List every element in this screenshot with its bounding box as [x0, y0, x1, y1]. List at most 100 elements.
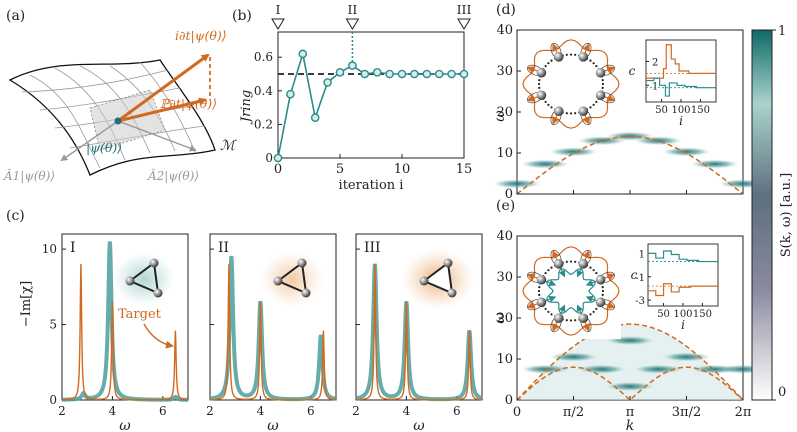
ring-dot [547, 310, 550, 313]
c-molecule-atom [149, 258, 159, 268]
c-xlabel: ω [119, 418, 131, 432]
b-point [286, 89, 295, 99]
ring-dot [601, 289, 605, 293]
ring-dot [565, 112, 568, 115]
heatmap-blob [549, 147, 598, 157]
c-molecule-triangle [422, 261, 454, 295]
ring-dot [592, 269, 595, 272]
inset-orange-line [648, 283, 718, 297]
c-ytick-label: 5 [49, 318, 57, 332]
inset-orange-line [646, 44, 716, 79]
ring-dot [544, 271, 547, 275]
heatmap-blob [549, 352, 598, 362]
arrow-A2 [117, 120, 197, 152]
ring-dot [601, 79, 604, 82]
inset-ytick-label: 1 [639, 249, 645, 260]
c-molecule-atom [153, 288, 163, 298]
ring-atom [536, 90, 547, 101]
ring-dot [565, 53, 568, 56]
inset-xtick-label: 50 [657, 309, 670, 320]
panel-e-ring-diagram [521, 243, 621, 339]
inset-teal-line [646, 77, 716, 97]
c-target-label: Target [118, 307, 162, 322]
heat-ytick-label: 30 [496, 270, 513, 285]
inset-teal-line [648, 250, 718, 263]
c-subpanel-II: 2 4 6 ω II [206, 233, 337, 432]
b-xtick-label: 0 [274, 162, 282, 177]
ring-atom [536, 297, 547, 308]
c-subpanel-name: II [218, 240, 229, 256]
panel-e-inset: 50 100 150 i c1 -1 -3 [631, 243, 719, 332]
ring-dot [565, 260, 568, 263]
panel-c-ylabel: −Im[χ] [19, 281, 34, 327]
c-molecule-triangle [276, 261, 308, 295]
c-xtick-label: 6 [159, 404, 167, 418]
panel-b-axes [277, 31, 465, 159]
c-molecule-atom [419, 276, 429, 286]
panel-d-inset: 50 100 150 i c 1 2 [629, 39, 717, 128]
ring-dot [538, 79, 541, 82]
heat-ytick-label: 10 [496, 146, 513, 161]
panel-e: (e) 0 10 20 30 40 0 π/2 π 3π/2 2π ω k 50 100 150 i c1… [492, 198, 767, 432]
heat-ytick-label: 20 [496, 311, 513, 326]
c-molecule-halo [114, 253, 174, 305]
heat-ytick-label: 0 [505, 393, 513, 408]
heatmap-blob [662, 352, 711, 362]
heatmap-blob [493, 179, 541, 189]
c-subpanel-name: I [70, 240, 76, 256]
heatmap-blob [577, 364, 626, 374]
ring-dot [569, 53, 573, 56]
panel-e-xlabel: k [626, 418, 634, 432]
b-point [459, 69, 469, 79]
heat-xtick-label: π/2 [563, 405, 584, 420]
eq-A2: Â2|ψ(θ)⟩ [147, 168, 199, 183]
c-ytick-label: 10 [42, 242, 57, 256]
b-marker-label: I [276, 2, 281, 17]
arrow-time-derivative [117, 53, 210, 123]
inset-xtick-label: 50 [655, 105, 668, 116]
b-marker-label: III [457, 2, 472, 17]
b-ytick-label: 0.2 [254, 117, 273, 131]
ring-atom [595, 274, 606, 285]
inset-ytick-label: -3 [635, 296, 645, 307]
panel-b-plot: 0 5 10 15 0 0.2 0.4 0.6 [254, 32, 472, 177]
inset-ytick-label: -1 [635, 273, 645, 284]
c-orange-curve [61, 264, 189, 401]
b-point [273, 153, 283, 163]
ring-dot [592, 62, 595, 65]
heat-ytick-label: 40 [496, 229, 513, 244]
b-point [335, 68, 345, 77]
ring-atom [553, 106, 564, 116]
c-xlabel: ω [413, 418, 425, 432]
heat-ytick-label: 30 [496, 64, 513, 79]
b-point [447, 69, 456, 79]
ring-dot [538, 286, 541, 289]
state-point [114, 117, 122, 125]
colorbar-label: S(k, ω) [a.u.] [779, 173, 794, 257]
c-xtick-label: 6 [307, 404, 315, 418]
c-molecule-triangle [128, 261, 160, 295]
ring-dot [550, 59, 553, 62]
c-ytick-label: 0 [49, 393, 57, 407]
inset-ytick-label: 2 [652, 57, 658, 68]
inset-ylabel: c [631, 268, 638, 282]
panel-a: (a) i∂t|ψ(θ)⟩ ℙ∂t|ψ(θ)⟩ |ψ(θ)⟩ Â1|ψ(θ)⟩ … [3, 8, 237, 183]
heat-xtick-label: 3π/2 [672, 405, 701, 420]
panel-d-label: (d) [496, 2, 516, 18]
c-xtick-label: 6 [453, 404, 461, 418]
ring-dot [595, 271, 598, 275]
e-continuum [517, 324, 744, 400]
b-marker-label: II [347, 2, 357, 17]
ring-dot [550, 313, 553, 316]
b-xtick-label: 10 [394, 162, 411, 177]
heat-xtick-label: 0 [513, 405, 521, 420]
b-series-line [277, 53, 464, 159]
ring-outer-boundary [522, 246, 620, 336]
c-molecule-atom [273, 276, 283, 286]
iteration-markers: I II III [271, 2, 472, 30]
panel-c-label: (c) [6, 208, 25, 224]
dispersion-dashed-curve [516, 366, 744, 402]
c-xtick-label: 2 [352, 404, 360, 418]
c-teal-curve [209, 255, 337, 402]
b-point [348, 61, 357, 70]
